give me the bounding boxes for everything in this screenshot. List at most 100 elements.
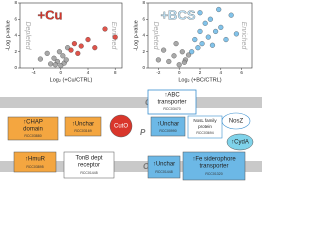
protein-label: ↑Unchar <box>153 162 175 168</box>
point <box>92 45 98 51</box>
point <box>209 42 216 48</box>
point <box>56 49 62 55</box>
point <box>173 41 179 47</box>
point <box>233 31 239 37</box>
point <box>228 12 234 18</box>
x-tick-label: 0 <box>60 70 63 75</box>
annotation: Depleted <box>24 21 31 50</box>
point <box>199 41 205 47</box>
point <box>197 10 203 16</box>
protein-id: RCC01448 <box>155 170 172 174</box>
point <box>155 57 161 63</box>
protein-label: protein <box>198 124 212 129</box>
y-tick-label: 2 <box>14 49 17 54</box>
x-tick-label: -2 <box>156 70 160 75</box>
protein-label: TonB dept <box>75 156 102 162</box>
protein-id: RCC03169 <box>74 129 91 133</box>
x-tick-label: 0 <box>178 70 181 75</box>
point <box>112 34 118 40</box>
protein-circle <box>109 114 133 138</box>
point <box>166 58 172 65</box>
point <box>213 28 219 34</box>
x-tick-label: -4 <box>32 70 36 75</box>
point <box>179 49 185 55</box>
protein-label: ↑CHAP <box>23 120 43 126</box>
protein-box <box>64 116 102 137</box>
y-tick-label: 6 <box>14 16 17 21</box>
point <box>102 26 108 32</box>
point <box>195 45 201 51</box>
point <box>181 59 187 65</box>
annotation: Enriched <box>240 22 247 51</box>
point <box>78 43 84 49</box>
protein-id: RCC01320 <box>205 172 222 176</box>
protein-box <box>147 155 181 179</box>
x-axis-label: Log₂ (+BC/CTRL) <box>178 77 221 83</box>
protein-label: NosL family <box>193 118 217 123</box>
y-tick-label: 4 <box>14 33 17 38</box>
point <box>71 41 77 47</box>
point <box>85 37 91 43</box>
figure: CM P OM ↑CHAP domain RCC03880 ↑Unchar RC… <box>0 0 262 181</box>
protein-label: ↑Fe siderophore <box>192 157 236 163</box>
point <box>51 55 57 61</box>
protein-label: ↑Unchar <box>157 122 179 128</box>
y-tick-label: 2 <box>142 49 145 54</box>
protein-id: RCC03694 <box>196 131 213 135</box>
y-axis-label: -Log p-value <box>133 20 139 51</box>
point <box>48 61 54 67</box>
protein-label: NosZ <box>229 119 244 125</box>
protein-label: ↑CydA <box>231 140 249 146</box>
protein-label: transporter <box>199 164 228 170</box>
protein-box <box>63 151 115 179</box>
protein-box <box>7 116 59 141</box>
chart-title: +BCS <box>160 7 195 22</box>
protein-id: RCC03895 <box>26 165 43 169</box>
y-axis-label: -Log p-value <box>5 20 11 51</box>
protein-label: domain <box>23 127 43 133</box>
point <box>205 34 211 40</box>
point <box>60 53 66 59</box>
protein-circle <box>226 133 254 151</box>
x-tick-label: 2 <box>199 70 202 75</box>
point <box>216 6 222 13</box>
protein-label: CutO <box>114 124 128 130</box>
x-tick-label: 6 <box>240 70 243 75</box>
protein-id: RCC01445 <box>80 171 97 175</box>
point <box>192 37 198 43</box>
cm-band <box>0 97 262 108</box>
protein-label: ↑ABC <box>164 93 180 99</box>
protein-box <box>187 115 223 139</box>
x-tick-label: 4 <box>220 70 223 75</box>
point <box>161 47 167 53</box>
protein-box <box>182 151 246 181</box>
point <box>218 24 224 30</box>
point <box>37 56 43 62</box>
point <box>197 28 203 34</box>
point <box>52 62 58 68</box>
point <box>176 62 182 68</box>
x-axis-label: Log₂ (+Cu/CTRL) <box>50 77 93 83</box>
protein-id: RCC03880 <box>24 134 41 138</box>
y-tick-label: 8 <box>142 0 145 5</box>
protein-box <box>147 89 197 115</box>
point <box>44 50 50 56</box>
protein-label: ↑Unchar <box>72 122 94 128</box>
chart-title: +Cu <box>38 7 63 22</box>
point <box>68 47 74 53</box>
point <box>189 49 195 55</box>
plot-frame <box>19 2 123 69</box>
protein-label: ↑HmuR <box>25 157 46 163</box>
point <box>75 50 81 56</box>
point <box>171 53 177 59</box>
point <box>186 52 192 58</box>
protein-id: RCC00990 <box>159 129 176 133</box>
point <box>63 57 69 63</box>
protein-box <box>150 116 186 137</box>
y-tick-label: 0 <box>14 65 17 70</box>
y-tick-label: 0 <box>142 65 145 70</box>
om-band <box>0 161 262 172</box>
protein-label: transporter <box>157 100 186 106</box>
point <box>207 16 213 22</box>
point <box>202 20 208 26</box>
